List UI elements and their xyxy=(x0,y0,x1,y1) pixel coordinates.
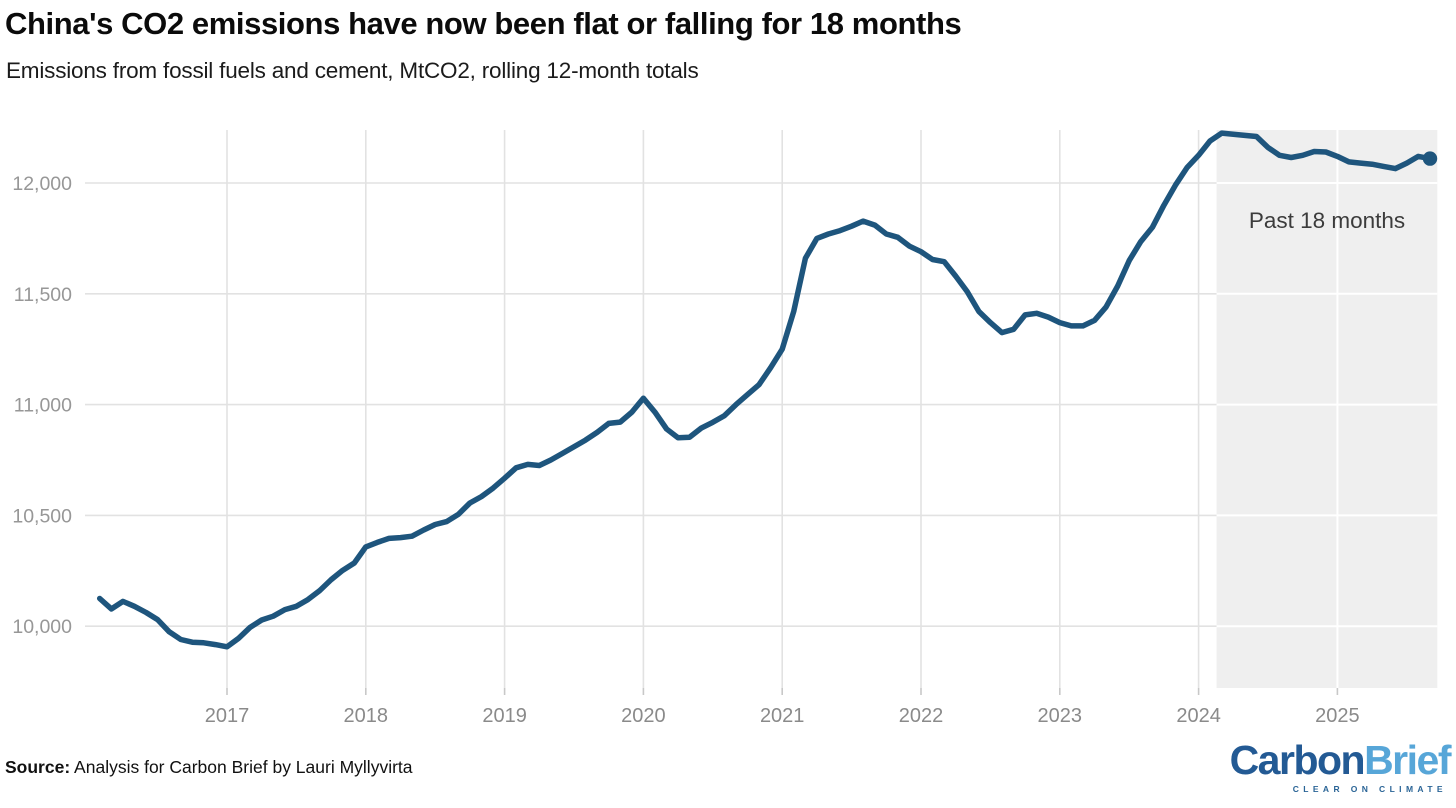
y-axis-label: 10,500 xyxy=(12,505,72,527)
gridlines-in-highlight xyxy=(1216,130,1438,688)
end-point-dot xyxy=(1422,151,1438,166)
logo-word-carbon: Carbon xyxy=(1229,737,1366,783)
emissions-line xyxy=(96,130,1433,650)
x-axis-label: 2024 xyxy=(1176,705,1221,727)
y-axis-label: 11,000 xyxy=(14,395,72,417)
x-axis-ticks xyxy=(226,688,1339,695)
y-axis-label: 12,000 xyxy=(12,173,72,195)
source-note: Source: Analysis for Carbon Brief by Lau… xyxy=(5,757,413,778)
logo-word-brief: Brief xyxy=(1364,737,1451,783)
chart-title: China's CO2 emissions have now been flat… xyxy=(5,6,962,41)
x-axis-label: 2022 xyxy=(899,705,944,727)
source-text: Analysis for Carbon Brief by Lauri Mylly… xyxy=(70,757,413,777)
logo-tagline: CLEAR ON CLIMATE xyxy=(1292,784,1447,794)
source-label: Source: xyxy=(5,757,71,777)
carbonbrief-wordmark: CarbonBrief xyxy=(1229,737,1452,783)
y-axis-labels: 10,000 10,500 11,000 11,500 12,000 xyxy=(12,173,72,638)
x-axis-label: 2017 xyxy=(205,705,250,727)
x-axis-label: 2018 xyxy=(344,705,389,727)
x-axis-label: 2019 xyxy=(482,705,527,727)
highlight-region xyxy=(1216,130,1438,688)
x-axis-label: 2025 xyxy=(1315,705,1360,727)
highlight-annotation: Past 18 months xyxy=(1249,208,1405,233)
y-axis-label: 11,500 xyxy=(14,284,72,306)
carbonbrief-logo: CarbonBrief CLEAR ON CLIMATE xyxy=(1229,737,1452,794)
x-axis-labels: 2017 2018 2019 2020 2021 2022 2023 2024 2025 xyxy=(205,705,1360,727)
x-axis-label: 2021 xyxy=(760,705,805,727)
x-axis-label: 2023 xyxy=(1038,705,1083,727)
x-axis-label: 2020 xyxy=(621,705,666,727)
y-axis-label: 10,000 xyxy=(12,616,72,638)
chart-subtitle: Emissions from fossil fuels and cement, … xyxy=(6,58,699,83)
